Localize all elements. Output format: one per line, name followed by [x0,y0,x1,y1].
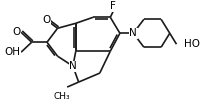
Text: OH: OH [4,47,20,57]
Text: HO: HO [184,39,200,49]
Text: F: F [110,1,116,11]
Text: O: O [12,27,20,37]
Text: O: O [42,15,50,25]
Text: N: N [129,28,137,38]
Text: N: N [69,61,77,71]
Text: CH₃: CH₃ [53,92,70,101]
